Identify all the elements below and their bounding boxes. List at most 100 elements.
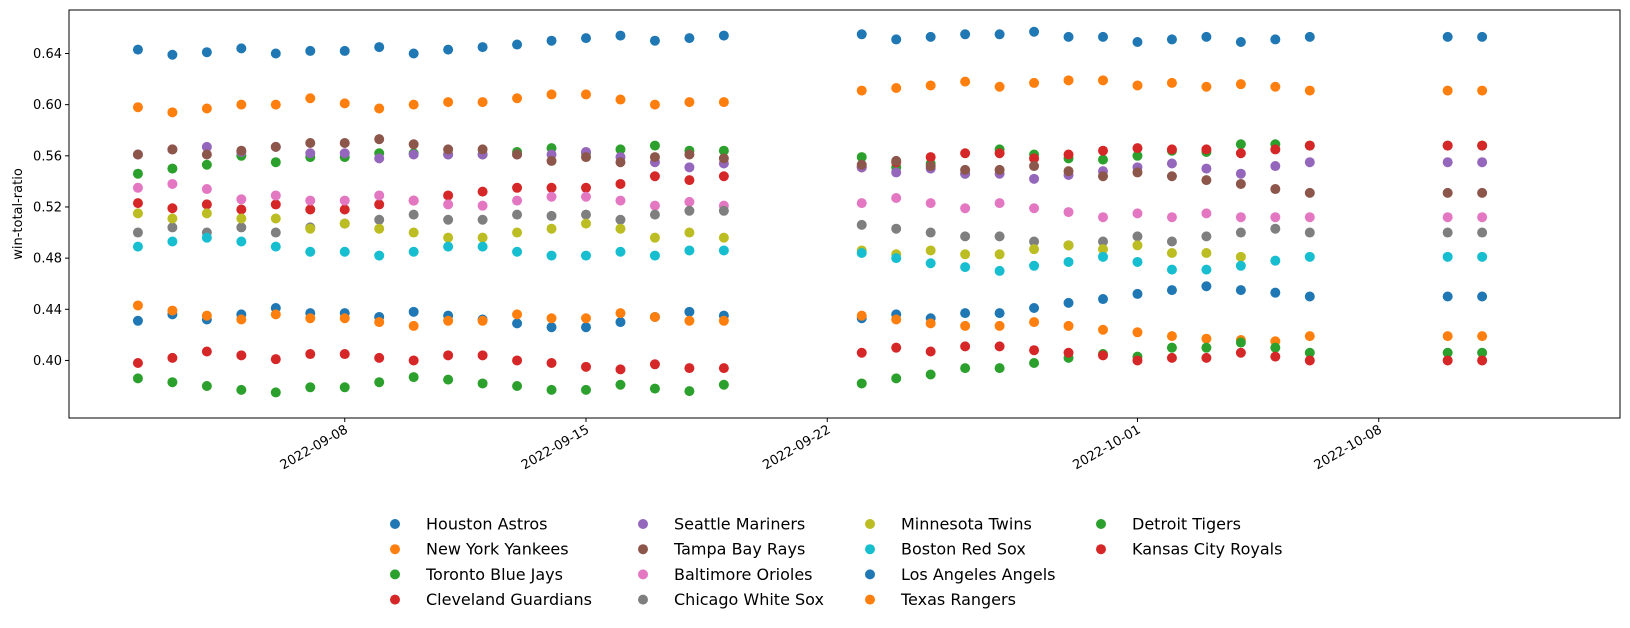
data-point — [1477, 227, 1488, 238]
data-point — [1235, 260, 1246, 271]
data-point — [718, 379, 729, 390]
data-point — [960, 231, 971, 242]
data-point — [1098, 294, 1108, 305]
data-point — [1098, 212, 1108, 223]
data-point — [960, 76, 971, 87]
data-point — [1270, 161, 1281, 172]
data-point — [1304, 212, 1315, 223]
data-point — [132, 358, 143, 369]
data-point — [339, 382, 350, 393]
data-point — [443, 232, 454, 243]
data-point — [1235, 139, 1246, 150]
legend-label: Toronto Blue Jays — [425, 565, 563, 584]
data-point — [1098, 251, 1108, 262]
data-point — [1029, 358, 1040, 369]
data-point — [443, 350, 454, 361]
data-point — [891, 83, 902, 94]
data-point — [1270, 81, 1281, 92]
data-point — [1477, 347, 1488, 358]
data-point — [1201, 281, 1212, 292]
data-point — [1098, 236, 1108, 247]
data-point — [1063, 320, 1074, 331]
data-point — [960, 308, 971, 319]
data-point — [1166, 236, 1177, 247]
data-point — [1166, 342, 1177, 353]
data-point — [649, 140, 660, 151]
data-point — [581, 361, 591, 372]
data-point — [1063, 207, 1074, 218]
data-point — [615, 144, 626, 155]
data-point — [408, 48, 419, 59]
y-tick-label: 0.60 — [33, 98, 62, 113]
data-point — [1304, 227, 1315, 238]
data-point — [408, 195, 419, 206]
data-point — [236, 43, 247, 54]
data-point — [305, 204, 316, 215]
data-point — [718, 153, 729, 164]
data-point — [1166, 171, 1177, 182]
data-point — [615, 364, 626, 375]
data-point — [856, 248, 867, 259]
series-points — [132, 140, 1488, 215]
data-point — [374, 352, 385, 363]
data-point — [718, 145, 729, 156]
data-point — [960, 262, 971, 273]
data-point — [891, 34, 902, 45]
data-point — [1270, 184, 1281, 195]
data-point — [718, 97, 729, 108]
data-point — [512, 209, 523, 220]
data-point — [443, 97, 454, 108]
data-point — [132, 241, 143, 252]
data-point — [1098, 350, 1108, 361]
data-point — [925, 369, 936, 380]
data-point — [512, 246, 523, 257]
data-point — [270, 213, 281, 224]
data-point — [1201, 333, 1212, 344]
data-point — [994, 363, 1005, 374]
data-point — [856, 310, 867, 321]
legend-entry: Tampa Bay Rays — [638, 540, 805, 559]
data-point — [477, 378, 488, 389]
data-point — [1029, 77, 1040, 88]
data-point — [649, 311, 660, 322]
data-point — [1132, 256, 1143, 267]
data-point — [994, 265, 1005, 276]
data-point — [1235, 227, 1246, 238]
legend-marker — [865, 569, 875, 580]
data-point — [615, 379, 626, 390]
data-point — [960, 249, 971, 260]
data-point — [1098, 324, 1108, 335]
data-point — [132, 208, 143, 219]
series-points — [132, 134, 1488, 198]
legend-entry: Baltimore Orioles — [638, 565, 813, 584]
data-point — [1166, 212, 1177, 223]
data-point — [1132, 80, 1143, 91]
data-point — [339, 204, 350, 215]
data-point — [856, 378, 867, 389]
series-points — [132, 232, 1488, 276]
legend-entry: Kansas City Royals — [1096, 540, 1282, 559]
series-points — [132, 141, 1488, 184]
legend-marker — [865, 594, 875, 605]
data-point — [408, 139, 419, 150]
legend-label: Minnesota Twins — [901, 515, 1032, 534]
data-point — [270, 241, 281, 252]
data-point — [1029, 236, 1040, 247]
data-point — [477, 144, 488, 155]
data-point — [1063, 149, 1074, 160]
data-point — [408, 372, 419, 383]
data-point — [925, 161, 936, 172]
data-point — [994, 320, 1005, 331]
data-point — [408, 320, 419, 331]
data-point — [1201, 248, 1212, 259]
series-points — [132, 139, 1488, 179]
data-point — [132, 102, 143, 113]
data-point — [581, 384, 591, 395]
data-point — [1166, 144, 1177, 155]
legend-marker — [390, 544, 400, 555]
data-point — [684, 227, 695, 238]
data-point — [512, 39, 523, 50]
legend-entry: New York Yankees — [390, 540, 569, 559]
legend-label: Los Angeles Angels — [901, 565, 1056, 584]
data-point — [1270, 144, 1281, 155]
